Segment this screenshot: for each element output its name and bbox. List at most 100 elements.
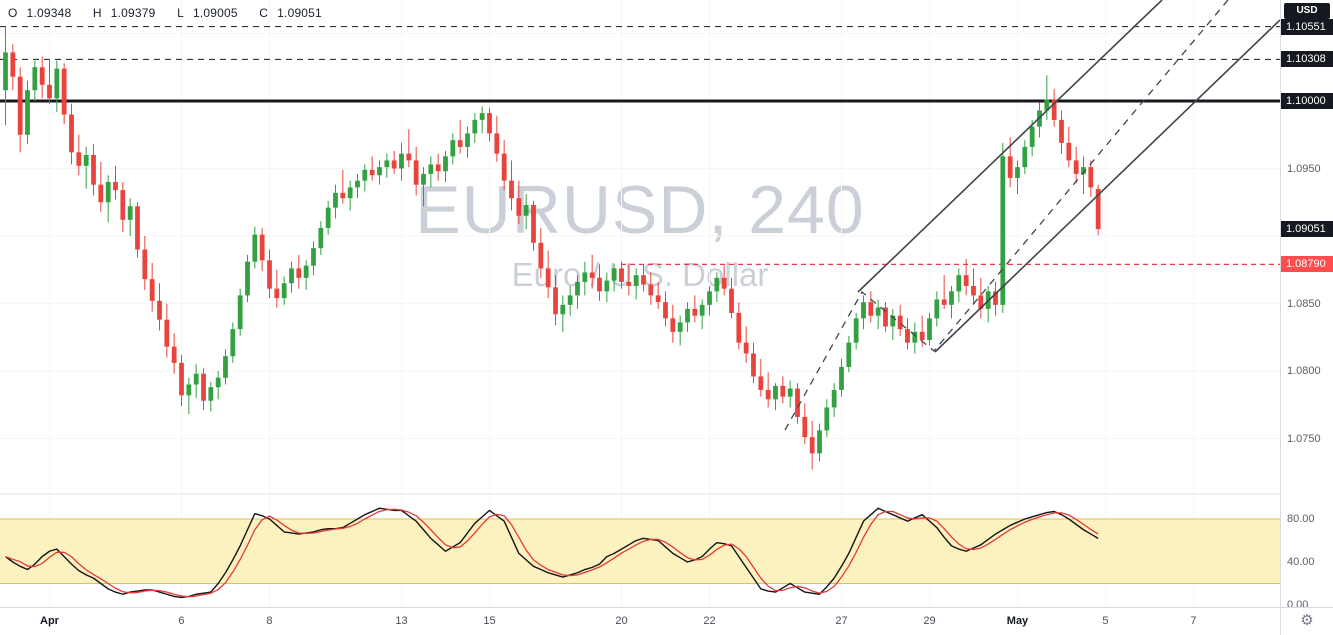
candle-body[interactable] — [611, 268, 617, 281]
candle-body[interactable] — [817, 430, 822, 454]
candle-body[interactable] — [142, 249, 148, 280]
currency-toggle[interactable]: USD — [1284, 3, 1330, 19]
candle-body[interactable] — [802, 416, 808, 438]
candle-body[interactable] — [538, 242, 544, 269]
candle-body[interactable] — [699, 304, 705, 316]
candle-body[interactable] — [384, 160, 390, 168]
candle-body[interactable] — [751, 353, 756, 377]
candle-body[interactable] — [758, 376, 764, 390]
candle-body[interactable] — [465, 133, 470, 147]
candle-body[interactable] — [428, 164, 434, 174]
candle-body[interactable] — [971, 285, 976, 296]
candle-body[interactable] — [171, 346, 177, 363]
candle-body[interactable] — [157, 300, 162, 320]
candle-body[interactable] — [1073, 160, 1079, 174]
candle-body[interactable] — [853, 318, 859, 343]
candle-body[interactable] — [281, 283, 287, 299]
candle-body[interactable] — [369, 169, 375, 176]
candle-body[interactable] — [105, 182, 111, 203]
chart-canvas[interactable] — [0, 0, 1280, 607]
candle-body[interactable] — [567, 295, 573, 305]
candle-body[interactable] — [787, 388, 793, 397]
candle-body[interactable] — [919, 331, 925, 340]
candle-body[interactable] — [76, 152, 82, 166]
candle-body[interactable] — [633, 275, 639, 286]
candle-body[interactable] — [17, 76, 23, 135]
candle-body[interactable] — [553, 287, 558, 315]
candle-body[interactable] — [457, 140, 463, 147]
candle-body[interactable] — [883, 307, 888, 327]
candle-body[interactable] — [597, 277, 602, 292]
candle-body[interactable] — [135, 206, 140, 250]
candle-body[interactable] — [347, 187, 353, 199]
candle-body[interactable] — [3, 52, 8, 91]
candle-body[interactable] — [839, 366, 844, 390]
candle-body[interactable] — [494, 133, 500, 154]
candle-body[interactable] — [949, 291, 954, 305]
candle-body[interactable] — [267, 260, 272, 289]
trend-projection-dashed[interactable] — [784, 0, 1229, 431]
candle-body[interactable] — [875, 307, 881, 316]
candle-body[interactable] — [450, 140, 456, 157]
candle-body[interactable] — [648, 284, 654, 296]
candle-body[interactable] — [32, 67, 38, 91]
candle-body[interactable] — [501, 153, 507, 181]
candle-body[interactable] — [721, 277, 727, 289]
candle-body[interactable] — [941, 299, 947, 305]
candle-body[interactable] — [421, 173, 426, 185]
candle-body[interactable] — [963, 275, 969, 286]
candle-body[interactable] — [1015, 167, 1020, 178]
time-axis[interactable]: Apr 6 8 13 15 20 22 27 29 May 5 7 — [0, 607, 1280, 635]
candle-body[interactable] — [743, 342, 749, 354]
candle-body[interactable] — [10, 52, 16, 77]
candle-body[interactable] — [736, 312, 742, 343]
candle-body[interactable] — [765, 389, 771, 400]
candle-body[interactable] — [487, 113, 492, 134]
candle-body[interactable] — [472, 119, 478, 134]
trend-channel-line[interactable] — [934, 19, 1280, 353]
candle-body[interactable] — [47, 84, 52, 99]
candle-body[interactable] — [223, 356, 228, 378]
candle-body[interactable] — [795, 388, 800, 417]
candle-body[interactable] — [912, 331, 918, 343]
candle-body[interactable] — [1066, 142, 1072, 161]
candle-body[interactable] — [1022, 146, 1028, 168]
candle-body[interactable] — [179, 362, 184, 396]
candle-body[interactable] — [399, 153, 404, 169]
candle-body[interactable] — [978, 295, 984, 309]
candle-body[interactable] — [237, 295, 243, 330]
candle-body[interactable] — [91, 155, 96, 185]
candle-body[interactable] — [25, 90, 30, 135]
candle-body[interactable] — [479, 113, 485, 120]
candle-body[interactable] — [54, 68, 60, 99]
candle-body[interactable] — [289, 268, 294, 284]
candle-body[interactable] — [655, 295, 661, 303]
candle-body[interactable] — [663, 302, 668, 319]
candle-body[interactable] — [113, 182, 118, 191]
candle-body[interactable] — [545, 268, 551, 288]
price-axis[interactable]: USD 1.0950 1.0850 1.0800 1.0750 80.00 40.00 0.… — [1280, 0, 1333, 611]
candle-body[interactable] — [391, 160, 397, 169]
candle-body[interactable] — [127, 206, 133, 220]
candle-body[interactable] — [670, 318, 676, 332]
candle-body[interactable] — [831, 389, 837, 408]
candle-body[interactable] — [69, 114, 74, 153]
candle-body[interactable] — [413, 160, 419, 185]
candle-body[interactable] — [714, 277, 720, 292]
candle-body[interactable] — [83, 155, 89, 166]
candle-body[interactable] — [318, 227, 324, 249]
candle-body[interactable] — [164, 319, 170, 347]
candle-body[interactable] — [861, 302, 866, 319]
candle-body[interactable] — [773, 385, 778, 400]
candle-body[interactable] — [1029, 126, 1035, 147]
candle-body[interactable] — [824, 407, 830, 431]
candle-body[interactable] — [531, 204, 536, 243]
candle-body[interactable] — [509, 180, 514, 199]
candle-body[interactable] — [1044, 99, 1050, 111]
candle-body[interactable] — [1059, 119, 1064, 143]
candle-body[interactable] — [897, 315, 903, 330]
candle-body[interactable] — [98, 184, 104, 203]
candle-body[interactable] — [575, 281, 580, 296]
candle-body[interactable] — [604, 280, 610, 292]
candle-body[interactable] — [340, 192, 346, 199]
